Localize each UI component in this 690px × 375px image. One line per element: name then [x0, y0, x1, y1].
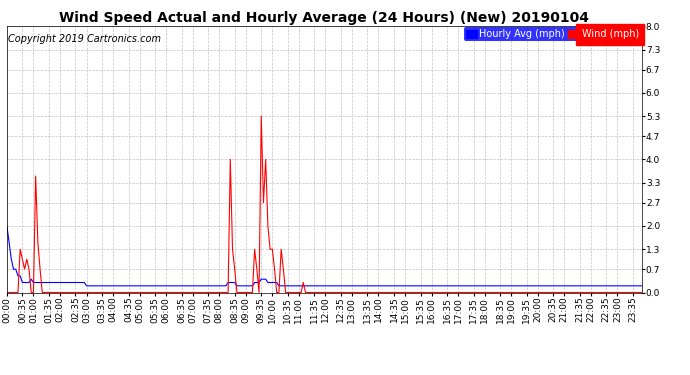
Legend: Hourly Avg (mph), Wind (mph): Hourly Avg (mph), Wind (mph) [464, 27, 641, 41]
Title: Wind Speed Actual and Hourly Average (24 Hours) (New) 20190104: Wind Speed Actual and Hourly Average (24… [59, 11, 589, 25]
Text: Copyright 2019 Cartronics.com: Copyright 2019 Cartronics.com [8, 34, 161, 44]
